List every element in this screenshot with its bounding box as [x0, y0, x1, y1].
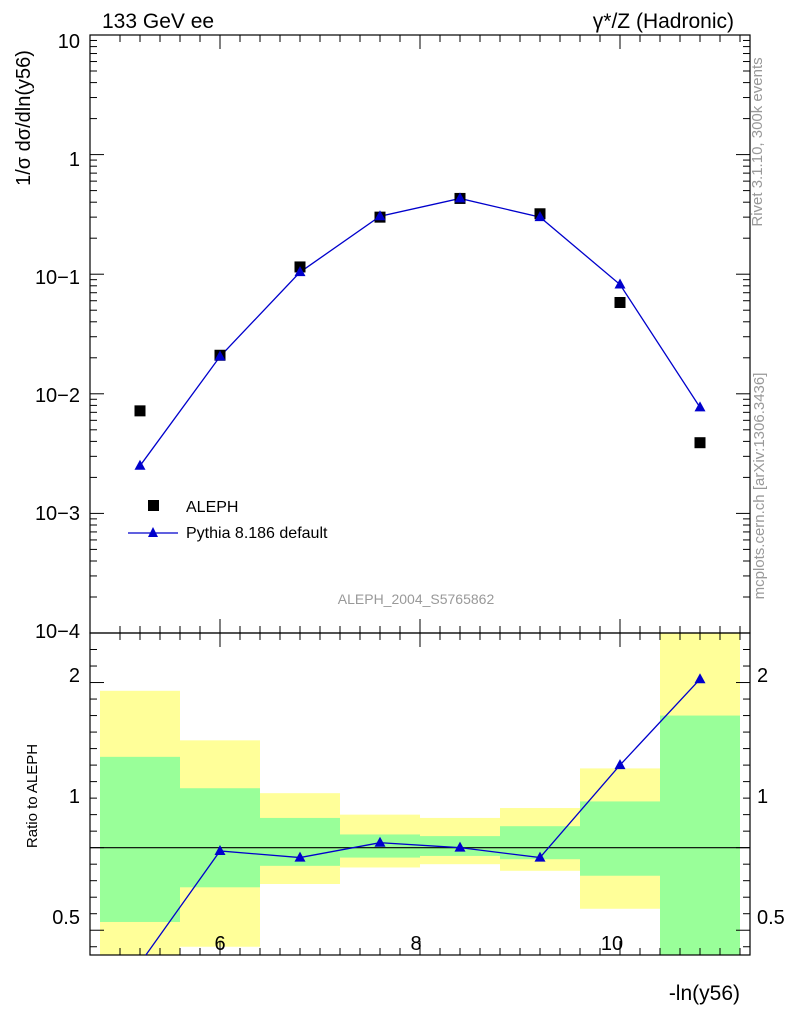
mc-line-path [139, 197, 701, 467]
ratio-series [145, 673, 706, 955]
green-band-1 [180, 788, 260, 888]
y-tick-label-1e-3: 10−3 [35, 503, 80, 525]
ratio-tick-label-1-left: 1 [69, 786, 80, 808]
y-tick-label-1e-2: 10−2 [35, 385, 80, 407]
y-tick-label-1e-4: 10−4 [35, 621, 80, 643]
y-tick-label-1e-1: 10−1 [35, 267, 80, 289]
ratio-point-2 [294, 851, 306, 862]
header-left: 133 GeV ee [102, 10, 214, 33]
x-axis-label: -ln(y56) [669, 982, 740, 1005]
side-text-top: Rivet 3.1.10, 300k events [749, 57, 766, 226]
legend-data-marker [148, 500, 159, 511]
mc-point-3 [374, 210, 386, 221]
mc-point-6 [614, 278, 626, 289]
legend-data-label: ALEPH [186, 499, 238, 516]
data-point-7 [694, 437, 706, 449]
data-point-0 [134, 405, 146, 417]
main-frame [89, 34, 751, 634]
tick-labels: 6 8 10 10 1 10−1 10−2 10−3 10−4 0.5 1 2 … [35, 31, 785, 955]
ratio-point-1 [214, 844, 226, 855]
mc-point-2 [294, 266, 306, 277]
ratio-tick-label-0-5-right: 0.5 [757, 907, 785, 929]
y-tick-label-1: 1 [69, 149, 80, 171]
ratio-tick-label-0-5-left: 0.5 [52, 907, 80, 929]
y-tick-label-10: 10 [58, 31, 80, 53]
mc-point-0 [134, 459, 146, 470]
data-point-6 [614, 296, 626, 308]
green-band-7 [660, 715, 740, 955]
x-tick-label-8: 8 [410, 933, 421, 955]
header-right: γ*/Z (Hadronic) [593, 10, 734, 33]
ratio-point-5 [534, 851, 546, 862]
mc-point-7 [694, 401, 706, 412]
data-points [134, 192, 706, 449]
ratio-tick-label-2-right: 2 [757, 665, 768, 687]
ratio-point-3 [374, 836, 386, 847]
side-text-bottom: mcplots.cern.ch [arXiv:1306.3436] [751, 373, 768, 600]
axis-ticks [90, 34, 750, 955]
green-band-0 [100, 756, 180, 922]
legend-mc-marker [148, 527, 158, 537]
y-axis-label-main: 1/σ dσ/dln(y56) [13, 50, 35, 186]
ratio-point-6 [614, 759, 626, 770]
ratio-bands [100, 633, 740, 955]
x-tick-label-6: 6 [214, 933, 225, 955]
mc-point-4 [454, 192, 466, 203]
ratio-tick-label-1-right: 1 [757, 786, 768, 808]
ratio-point-7 [694, 673, 706, 684]
mc-point-1 [214, 350, 226, 361]
mc-series-line [139, 197, 701, 467]
ratio-line-path [145, 678, 701, 955]
green-band-6 [580, 801, 660, 876]
ratio-tick-label-2-left: 2 [69, 665, 80, 687]
legend: ALEPH Pythia 8.186 default [128, 499, 328, 542]
x-tick-label-10: 10 [601, 933, 623, 955]
mc-point-5 [534, 211, 546, 222]
ratio-point-4 [454, 841, 466, 852]
mc-points [134, 192, 706, 470]
y-axis-label-ratio: Ratio to ALEPH [24, 744, 41, 848]
analysis-id: ALEPH_2004_S5765862 [338, 591, 495, 607]
legend-mc-label: Pythia 8.186 default [186, 525, 328, 542]
